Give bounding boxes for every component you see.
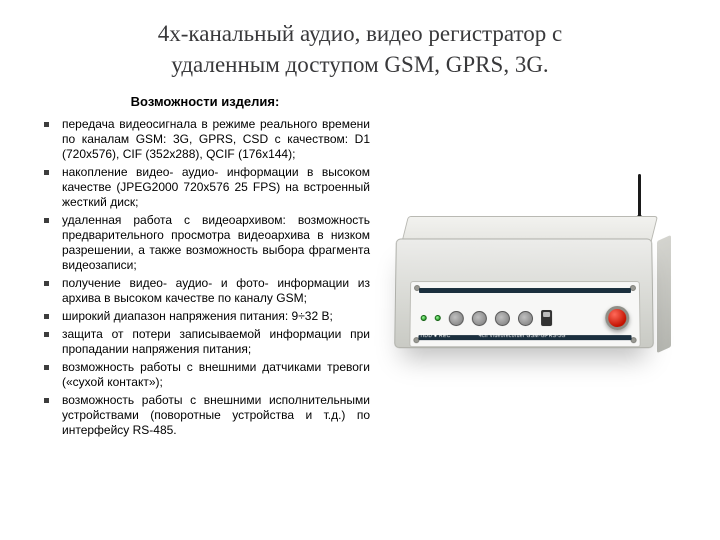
slide: 4х-канальный аудио, видео регистратор с … [0, 0, 720, 540]
feature-item: накопление видео- аудио- информации в вы… [40, 165, 370, 210]
features-heading: Возможности изделия: [40, 94, 370, 109]
power-switch-icon [541, 310, 552, 326]
device-side-face [657, 234, 671, 352]
feature-item: передача видеосигнала в режиме реального… [40, 117, 370, 162]
device-image: HDD ● REC 4ch Videorecorder GSM-GPRS-3G [395, 208, 665, 408]
content-row: Возможности изделия: передача видеосигна… [40, 94, 680, 441]
panel-strip-bottom: HDD ● REC 4ch Videorecorder GSM-GPRS-3G [418, 335, 631, 340]
connector-row [421, 304, 630, 332]
strip-label: HDD ● REC [420, 333, 450, 339]
panel-strip-top [419, 288, 631, 293]
feature-list: передача видеосигнала в режиме реального… [40, 117, 370, 438]
bnc-connector-icon [495, 310, 510, 325]
bnc-connector-icon [472, 310, 487, 325]
feature-item: широкий диапазон напряжения питания: 9÷3… [40, 309, 370, 324]
left-column: Возможности изделия: передача видеосигна… [40, 94, 370, 441]
camera-test-button-icon [605, 306, 629, 330]
right-column: HDD ● REC 4ch Videorecorder GSM-GPRS-3G [380, 94, 680, 441]
led-icon [435, 315, 441, 321]
slide-title: 4х-канальный аудио, видео регистратор с … [40, 18, 680, 80]
bnc-connector-icon [449, 310, 464, 325]
title-line-1: 4х-канальный аудио, видео регистратор с [158, 21, 562, 46]
led-icon [421, 315, 427, 321]
strip-label: 4ch Videorecorder GSM-GPRS-3G [479, 333, 566, 339]
feature-item: получение видео- аудио- и фото- информац… [40, 276, 370, 306]
bnc-connector-icon [518, 310, 533, 325]
antenna-icon [638, 174, 641, 222]
device-front-face: HDD ● REC 4ch Videorecorder GSM-GPRS-3G [394, 238, 654, 348]
feature-item: удаленная работа с видеоархивом: возможн… [40, 213, 370, 273]
title-line-2: удаленным доступом GSM, GPRS, 3G. [171, 52, 548, 77]
device-front-panel: HDD ● REC 4ch Videorecorder GSM-GPRS-3G [409, 281, 640, 347]
feature-item: возможность работы с внешними исполнител… [40, 393, 370, 438]
feature-item: защита от потери записываемой информации… [40, 327, 370, 357]
feature-item: возможность работы с внешними датчиками … [40, 360, 370, 390]
